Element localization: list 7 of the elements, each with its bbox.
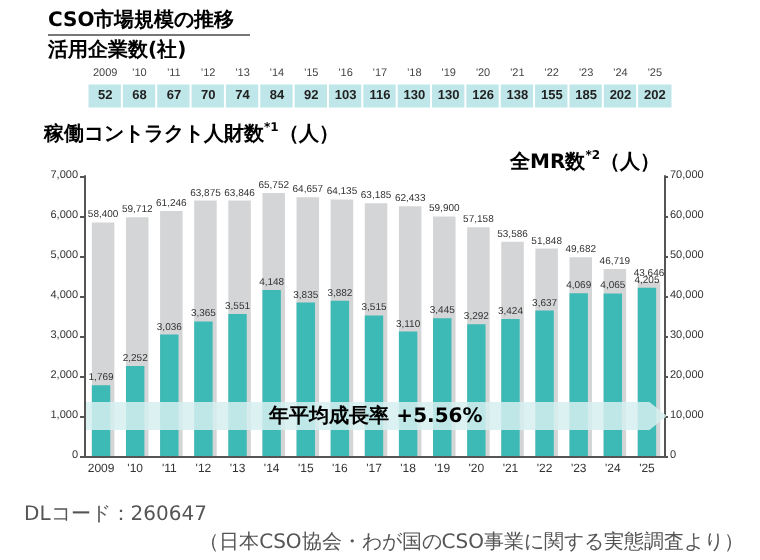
chart-subtitle: 活用企業数(社) <box>48 37 187 64</box>
y2-axis-title: 全MR数$^{*2}$（人） <box>510 148 660 176</box>
annotation: 年平均成長率 +5.56% <box>269 402 483 430</box>
text: （日本CSO協会・わが国のCSO事業に関する実態調査より） <box>199 529 744 556</box>
y-axis-title: 稼働コントラクト人財数$^{*1}$（人） <box>44 120 339 148</box>
chart-title: CSO市場規模の推移 <box>48 6 251 36</box>
text: DLコード：260647 <box>24 502 207 528</box>
